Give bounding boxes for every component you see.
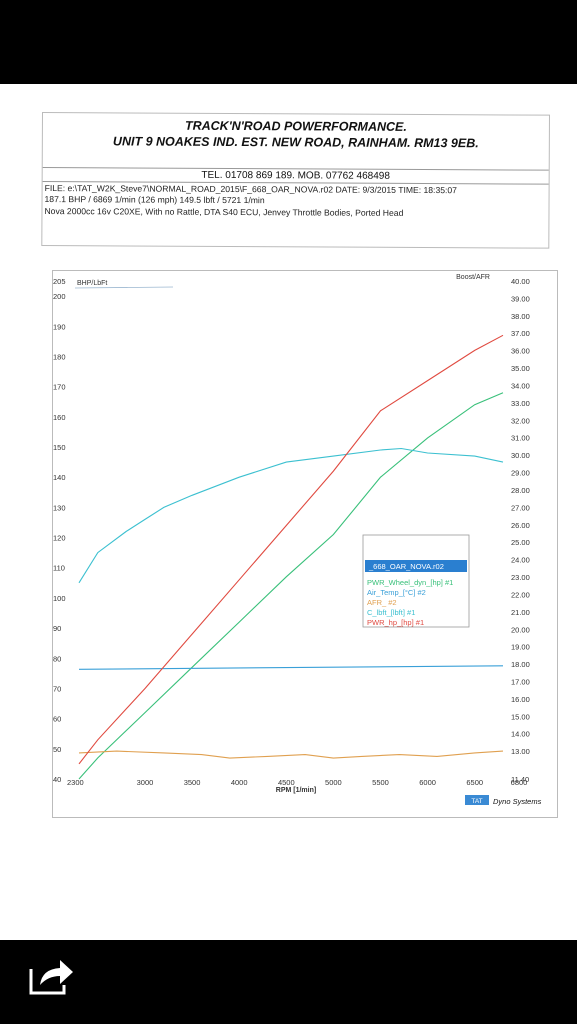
y-left-tick-label: 190 <box>53 322 66 331</box>
legend-title: _668_OAR_NOVA.r02 <box>368 562 444 571</box>
y-left-label-underline <box>74 286 174 289</box>
y-right-tick-label: 15.00 <box>511 712 530 721</box>
y-right-tick-label: 36.00 <box>511 347 530 356</box>
y-left-tick-label: 80 <box>53 654 61 663</box>
brand-name: Dyno Systems <box>493 797 542 806</box>
y-right-tick-label: 19.00 <box>511 643 530 652</box>
y-right-tick-label: 33.00 <box>511 399 530 408</box>
y-right-tick-label: 11.40 <box>511 775 529 784</box>
x-tick-label: 3500 <box>184 778 201 787</box>
tat-logo-text: TAT <box>471 798 482 805</box>
y-right-tick-label: 32.00 <box>511 416 530 425</box>
y-right-tick-label: 37.00 <box>511 329 530 338</box>
dyno-chart-frame: 205 200 190 180 170 160 150 140 130 120 110 100 90 80… <box>52 270 558 818</box>
y-left-tick-label: 90 <box>53 624 61 633</box>
company-name: TRACK'N'ROAD POWERFORMANCE. <box>184 118 407 134</box>
legend-entry: Air_Temp_[°C] #2 <box>367 588 426 597</box>
y-left-tick-label: 70 <box>53 684 61 693</box>
x-tick-label: 3000 <box>137 778 154 787</box>
header-box: TRACK'N'ROAD POWERFORMANCE. UNIT 9 NOAKE… <box>41 112 550 249</box>
legend-entry: AFR_ #2 <box>367 598 397 607</box>
y-right-tick-label: 29.00 <box>511 469 530 478</box>
y-right-tick-label: 31.00 <box>511 434 530 443</box>
y-right-tick-label: 18.00 <box>511 660 530 669</box>
x-tick-label: 4000 <box>231 778 248 787</box>
peak-figures: 187.1 BHP / 6869 1/min (126 mph) 149.5 l… <box>44 194 265 206</box>
tat-logo <box>465 795 489 805</box>
y-right-tick-label: 22.00 <box>511 590 530 599</box>
dyno-chart: 205 200 190 180 170 160 150 140 130 120 110 100 90 80… <box>53 274 542 806</box>
y-right-tick-label: 20.00 <box>511 625 530 634</box>
legend-entry: PWR_hp_[hp] #1 <box>367 618 424 627</box>
company-address: UNIT 9 NOAKES IND. EST. NEW ROAD, RAINHA… <box>112 134 479 151</box>
y-left-tick-label: 180 <box>53 352 66 361</box>
legend-title-bar <box>365 560 467 572</box>
y-left-tick-label: 150 <box>53 443 66 452</box>
y-left-tick-label: 200 <box>53 292 66 301</box>
y-right-tick-label: 14.00 <box>511 730 530 739</box>
y-right-tick-label: 27.00 <box>511 503 530 512</box>
y-right-tick-label: 39.00 <box>511 294 530 303</box>
x-tick-label: 5500 <box>372 778 389 787</box>
y-right-tick-label: 34.00 <box>511 381 530 390</box>
y-left-tick-label: 205 <box>53 277 66 286</box>
x-tick-label: 6000 <box>419 778 436 787</box>
y-right-tick-label: 17.00 <box>511 677 530 686</box>
y-right-axis-label: Boost/AFR <box>456 274 490 281</box>
y-left-tick-label: 50 <box>53 745 61 754</box>
top-status-bar <box>0 0 577 84</box>
dyno-sheet-photo: TRACK'N'ROAD POWERFORMANCE. UNIT 9 NOAKE… <box>0 84 577 940</box>
y-left-tick-label: 170 <box>53 383 66 392</box>
y-right-tick-label: 26.00 <box>511 521 530 530</box>
y-right-tick-label: 21.00 <box>511 608 530 617</box>
y-left-tick-label: 40 <box>53 775 61 784</box>
x-axis-label: RPM [1/min] <box>276 787 316 794</box>
y-left-tick-label: 160 <box>53 413 66 422</box>
legend-entry: PWR_Wheel_dyn_[hp] #1 <box>367 578 453 587</box>
y-right-tick-label: 13.00 <box>511 747 530 756</box>
series-line <box>78 447 504 584</box>
x-tick-label: 2300 <box>67 778 84 787</box>
y-right-tick-label: 38.00 <box>511 312 530 321</box>
legend-frame <box>362 534 470 628</box>
bottom-toolbar <box>0 940 577 1024</box>
y-right-tick-label: 23.00 <box>511 573 530 582</box>
y-left-axis-label: BHP/LbFt <box>77 280 107 287</box>
car-description: Nova 2000cc 16v C20XE, With no Rattle, D… <box>44 206 404 218</box>
y-right-tick-label: 16.00 <box>511 695 530 704</box>
y-left-tick-label: 130 <box>53 503 66 512</box>
y-left-tick-label: 110 <box>53 564 65 573</box>
series-line <box>78 334 504 765</box>
y-right-tick-label: 25.00 <box>511 538 530 547</box>
y-right-tick-label: 35.00 <box>511 364 530 373</box>
series-line <box>78 750 504 759</box>
y-right-tick-label: 28.00 <box>511 486 530 495</box>
y-right-tick-label: 24.00 <box>511 556 530 565</box>
y-left-tick-label: 100 <box>53 594 66 603</box>
x-tick-label: 6500 <box>466 778 483 787</box>
y-left-tick-label: 140 <box>53 473 66 482</box>
legend-entry: C_lbft_[lbft] #1 <box>367 608 415 617</box>
y-right-tick-label: 30.00 <box>511 451 530 460</box>
legend: _668_OAR_NOVA.r02 PWR_Wheel_dyn_[hp] #1A… <box>362 534 470 628</box>
series-line <box>78 665 504 670</box>
share-icon[interactable] <box>28 955 76 997</box>
x-tick-label: 4500 <box>278 778 295 787</box>
y-left-tick-label: 60 <box>53 715 61 724</box>
x-tick-label: 5000 <box>325 778 342 787</box>
y-left-tick-label: 120 <box>53 534 66 543</box>
x-tick-label: 6800 <box>511 778 528 787</box>
series-line <box>78 392 504 780</box>
y-right-tick-label: 40.00 <box>511 277 530 286</box>
